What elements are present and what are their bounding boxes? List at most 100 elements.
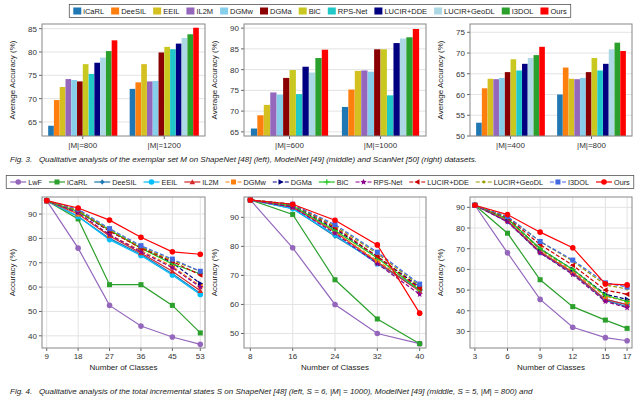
bar: [505, 72, 511, 136]
marker: [472, 202, 477, 208]
marker: [624, 304, 630, 310]
bar: [499, 78, 505, 136]
tick-label: 65: [456, 70, 465, 79]
marker: [505, 250, 511, 256]
tick-label: 60: [456, 91, 465, 100]
bar-chart: 657075808590Average Accuracy (%)|M|=600|…: [210, 24, 426, 401]
tick-label: 80: [28, 48, 37, 57]
legend-item: I3DOL: [550, 178, 589, 187]
legend-label: EEIL: [163, 7, 179, 16]
plot-frame: [42, 24, 205, 136]
legend-item: RPS-Net: [356, 178, 403, 187]
marker: [170, 257, 175, 262]
legend-label: Ours: [614, 178, 630, 187]
marker: [290, 201, 295, 207]
grid-line: [42, 335, 205, 336]
legend-label: I3DOL: [512, 7, 534, 16]
marker: [197, 342, 203, 348]
bar: [77, 81, 83, 136]
bar: [322, 50, 328, 136]
marker: [332, 277, 337, 282]
grid-line: [42, 287, 205, 288]
legend-label: DGMa: [291, 178, 313, 187]
line: [47, 201, 201, 272]
bar: [609, 49, 615, 136]
tick-label: 80: [28, 234, 37, 243]
tick-label: |M|=800: [577, 141, 606, 150]
bar: [381, 49, 387, 136]
marker: [44, 198, 49, 204]
tick-label: 60: [456, 265, 465, 274]
marker: [44, 198, 48, 204]
marker: [538, 277, 543, 282]
marker: [197, 251, 203, 257]
bar: [106, 51, 112, 136]
line: [47, 201, 201, 275]
marker: [44, 198, 49, 204]
bar: [283, 78, 289, 136]
marker: [290, 245, 296, 251]
tick-label: 36: [136, 352, 145, 361]
bar: [393, 43, 399, 136]
marker: [198, 269, 203, 274]
tick-label: |M|=400: [496, 141, 525, 150]
legend-swatch: [260, 8, 268, 15]
bar: [309, 73, 315, 136]
tick-label: |M|=1200: [148, 141, 182, 150]
bar: [54, 100, 60, 136]
tick-label: 70: [230, 271, 239, 280]
tick-label: |M|=800: [68, 141, 97, 150]
bar: [615, 43, 621, 136]
marker: [537, 297, 543, 303]
tick-label: 70: [456, 49, 465, 58]
legend-label: BiC: [337, 178, 349, 187]
tick-label: 40: [456, 307, 465, 316]
marker: [170, 249, 176, 255]
marker: [248, 197, 253, 202]
legend-marker: [100, 179, 104, 185]
bar: [290, 70, 296, 136]
bar: [83, 64, 89, 136]
plot-frame: [470, 24, 632, 136]
legend-label: LwF: [28, 178, 42, 187]
marker: [472, 202, 478, 208]
marker: [44, 198, 50, 204]
marker: [624, 282, 630, 288]
legend-swatch: [476, 181, 492, 182]
line: [250, 200, 419, 289]
legend-marker: [414, 179, 419, 185]
bar: [387, 95, 393, 136]
legend-marker: [360, 179, 366, 185]
marker: [602, 298, 608, 304]
tick-label: 45: [168, 352, 177, 361]
bar: [348, 90, 354, 136]
bar: [374, 49, 380, 136]
bar: [342, 107, 348, 136]
legend-item: DGMw: [226, 178, 267, 187]
legend-item: RPS-Net: [328, 7, 369, 16]
tick-label: 50: [230, 329, 239, 338]
legend-label: DGMw: [244, 178, 267, 187]
bar: [264, 105, 270, 136]
line: [47, 201, 201, 274]
marker: [332, 302, 338, 308]
marker: [138, 234, 144, 240]
bar: [361, 70, 367, 136]
marker: [248, 197, 253, 202]
legend-marker: [54, 179, 59, 184]
bar: [574, 79, 580, 136]
marker: [248, 197, 254, 203]
line-chart: 91827364553Number of Classes405060708090…: [8, 197, 205, 372]
legend-item: DGMa: [260, 7, 292, 16]
line: [475, 205, 627, 301]
legend-label: IL2M: [202, 178, 218, 187]
line: [475, 205, 627, 328]
bar: [522, 64, 528, 136]
line: [47, 201, 201, 287]
tick-label: 17: [623, 352, 632, 361]
marker: [248, 197, 253, 202]
tick-label: 8: [248, 352, 253, 361]
bar: [60, 87, 66, 136]
legend-marker: [555, 179, 560, 184]
grid-line: [244, 246, 426, 247]
